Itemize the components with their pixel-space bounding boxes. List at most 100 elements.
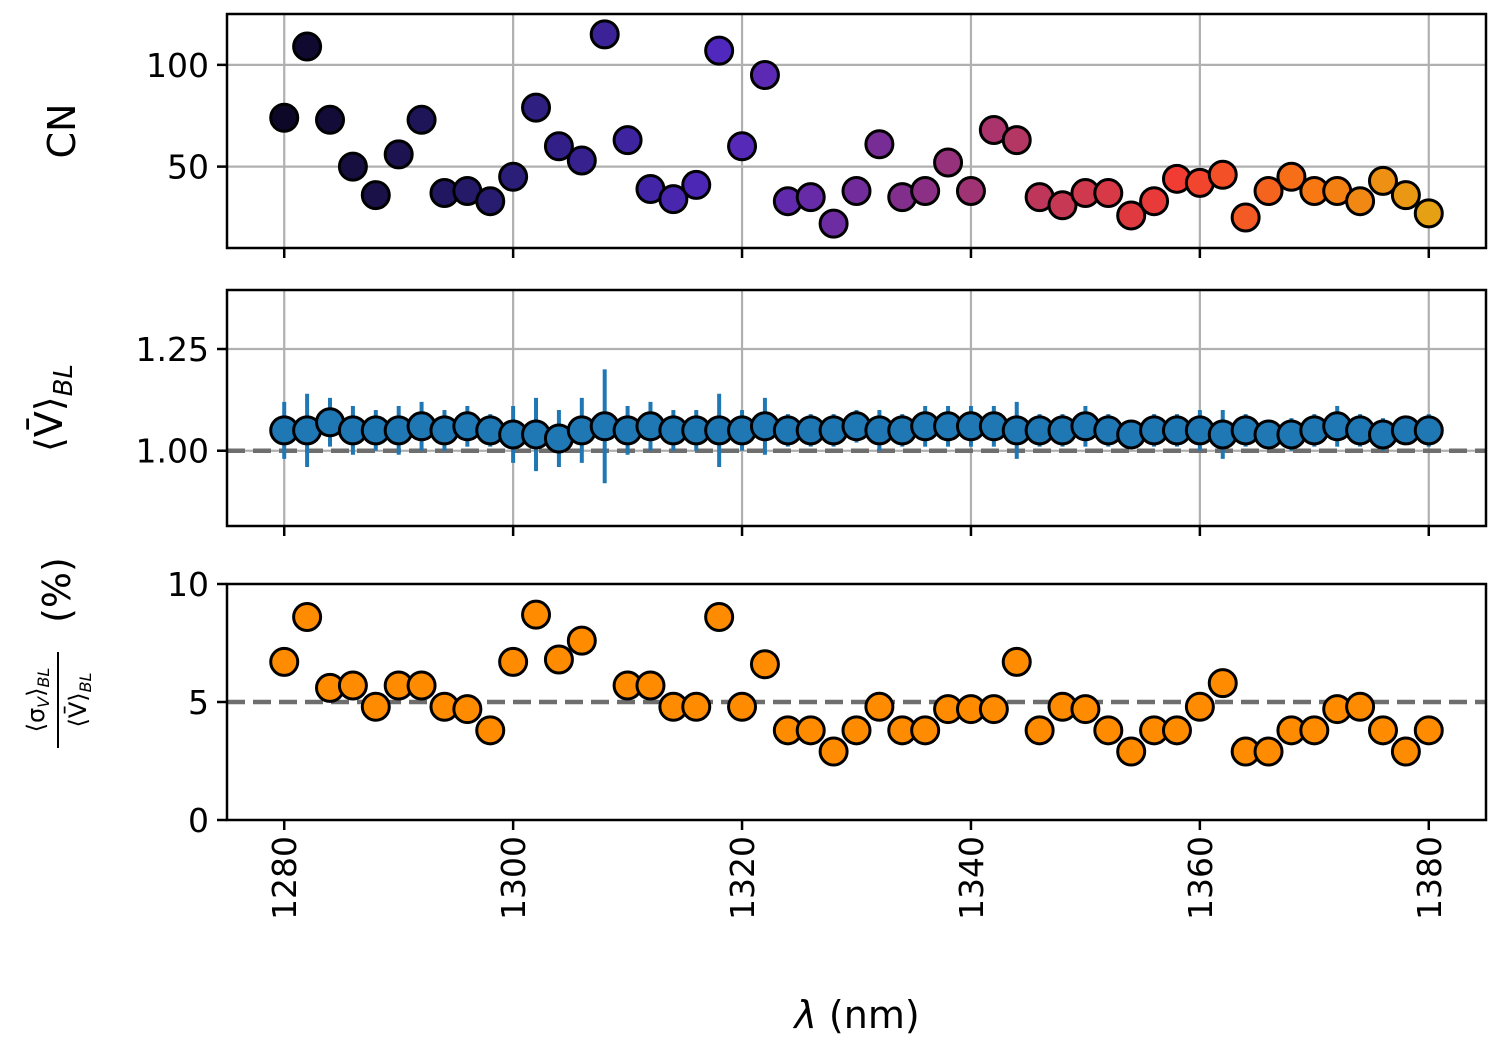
data-point bbox=[1390, 180, 1421, 211]
data-point bbox=[521, 92, 552, 123]
y-tick-label: 0 bbox=[188, 801, 209, 840]
data-point bbox=[727, 131, 758, 162]
data-point bbox=[292, 31, 323, 62]
data-point bbox=[910, 176, 941, 207]
vbar-x-ticks bbox=[282, 526, 1431, 536]
data-point bbox=[841, 176, 872, 207]
data-point bbox=[1116, 200, 1147, 231]
data-point bbox=[704, 602, 735, 633]
data-point bbox=[749, 649, 780, 680]
data-point bbox=[475, 186, 506, 217]
data-point bbox=[933, 147, 964, 178]
data-point bbox=[1413, 715, 1444, 746]
cn-x-ticks bbox=[282, 248, 1431, 258]
data-point bbox=[292, 602, 323, 633]
data-point bbox=[543, 644, 574, 675]
data-point bbox=[452, 694, 483, 725]
vbar-y-ticks: 1.00 1.25 bbox=[136, 330, 227, 471]
data-point bbox=[955, 176, 986, 207]
data-point bbox=[337, 670, 368, 701]
y-tick-label: 1.25 bbox=[136, 330, 209, 369]
data-point bbox=[566, 625, 597, 656]
data-point bbox=[612, 125, 643, 156]
data-point bbox=[910, 715, 941, 746]
data-point bbox=[1024, 715, 1055, 746]
data-point bbox=[795, 182, 826, 213]
ratio-y-ticks: 0 5 10 bbox=[167, 565, 227, 840]
ratio-y-axis-label: ⟨σV⟩BL ⟨V̄⟩BL (%) bbox=[22, 557, 95, 748]
cn-panel: 50 100 CN bbox=[40, 12, 1488, 258]
data-point bbox=[1093, 178, 1124, 209]
ratio-label-unit: (%) bbox=[35, 557, 79, 623]
data-point bbox=[1070, 694, 1101, 725]
data-point bbox=[475, 715, 506, 746]
data-point bbox=[269, 646, 300, 677]
data-point bbox=[1390, 736, 1421, 767]
data-point bbox=[658, 184, 689, 215]
data-point bbox=[406, 104, 437, 135]
cn-axes-frame bbox=[225, 12, 1488, 250]
data-point bbox=[704, 35, 735, 66]
data-point bbox=[589, 19, 620, 50]
cn-y-axis-label: CN bbox=[40, 104, 84, 159]
data-point bbox=[1207, 668, 1238, 699]
data-point bbox=[521, 599, 552, 630]
y-tick-label: 1.00 bbox=[136, 432, 209, 471]
x-axis-label: λ (nm) bbox=[792, 993, 919, 1037]
y-tick-label: 5 bbox=[188, 683, 209, 722]
data-point bbox=[1413, 415, 1444, 446]
x-tick-label: 1320 bbox=[723, 836, 762, 920]
data-point bbox=[978, 694, 1009, 725]
y-tick-label: 100 bbox=[146, 46, 209, 85]
data-point bbox=[498, 161, 529, 192]
data-point bbox=[818, 736, 849, 767]
data-point bbox=[818, 208, 849, 239]
x-tick-label: 1300 bbox=[494, 836, 533, 920]
data-point bbox=[1116, 736, 1147, 767]
y-tick-label: 50 bbox=[167, 148, 209, 187]
data-point bbox=[1001, 646, 1032, 677]
data-point bbox=[1276, 161, 1307, 192]
vbar-panel: 1.00 1.25 ⟨V̄⟩BL bbox=[27, 288, 1488, 536]
data-point bbox=[543, 131, 574, 162]
vbar-axes-frame bbox=[225, 288, 1488, 528]
data-point bbox=[1253, 736, 1284, 767]
data-point bbox=[1345, 186, 1376, 217]
data-point bbox=[1367, 165, 1398, 196]
data-point bbox=[1184, 691, 1215, 722]
cn-grid bbox=[227, 14, 1486, 248]
data-point bbox=[337, 151, 368, 182]
data-point bbox=[749, 60, 780, 91]
ratio-label-numerator: ⟨σV⟩BL bbox=[22, 668, 53, 733]
data-point bbox=[383, 139, 414, 170]
data-point bbox=[1139, 186, 1170, 217]
ratio-label-denominator: ⟨V̄⟩BL bbox=[63, 672, 95, 727]
x-tick-label: 1380 bbox=[1410, 836, 1449, 920]
data-point bbox=[1345, 691, 1376, 722]
x-tick-label: 1340 bbox=[952, 836, 991, 920]
data-point bbox=[795, 715, 826, 746]
data-point bbox=[1230, 202, 1261, 233]
cn-points bbox=[269, 19, 1444, 239]
ratio-points bbox=[269, 599, 1444, 767]
data-point bbox=[727, 691, 758, 722]
x-tick-labels: 1280 1300 1320 1340 1360 1380 bbox=[265, 836, 1449, 920]
vbar-y-axis-label: ⟨V̄⟩BL bbox=[27, 364, 79, 452]
data-point bbox=[1001, 125, 1032, 156]
data-point bbox=[566, 145, 597, 176]
data-point bbox=[1367, 715, 1398, 746]
data-point bbox=[1047, 190, 1078, 221]
cn-y-ticks: 50 100 bbox=[146, 46, 227, 187]
data-point bbox=[1207, 159, 1238, 190]
data-point bbox=[1413, 198, 1444, 229]
data-point bbox=[1299, 715, 1330, 746]
data-point bbox=[498, 646, 529, 677]
data-point bbox=[406, 670, 437, 701]
data-point bbox=[1253, 176, 1284, 207]
data-point bbox=[315, 104, 346, 135]
vbar-grid bbox=[227, 290, 1486, 526]
data-point bbox=[1161, 715, 1192, 746]
data-point bbox=[841, 715, 872, 746]
data-point bbox=[1093, 715, 1124, 746]
